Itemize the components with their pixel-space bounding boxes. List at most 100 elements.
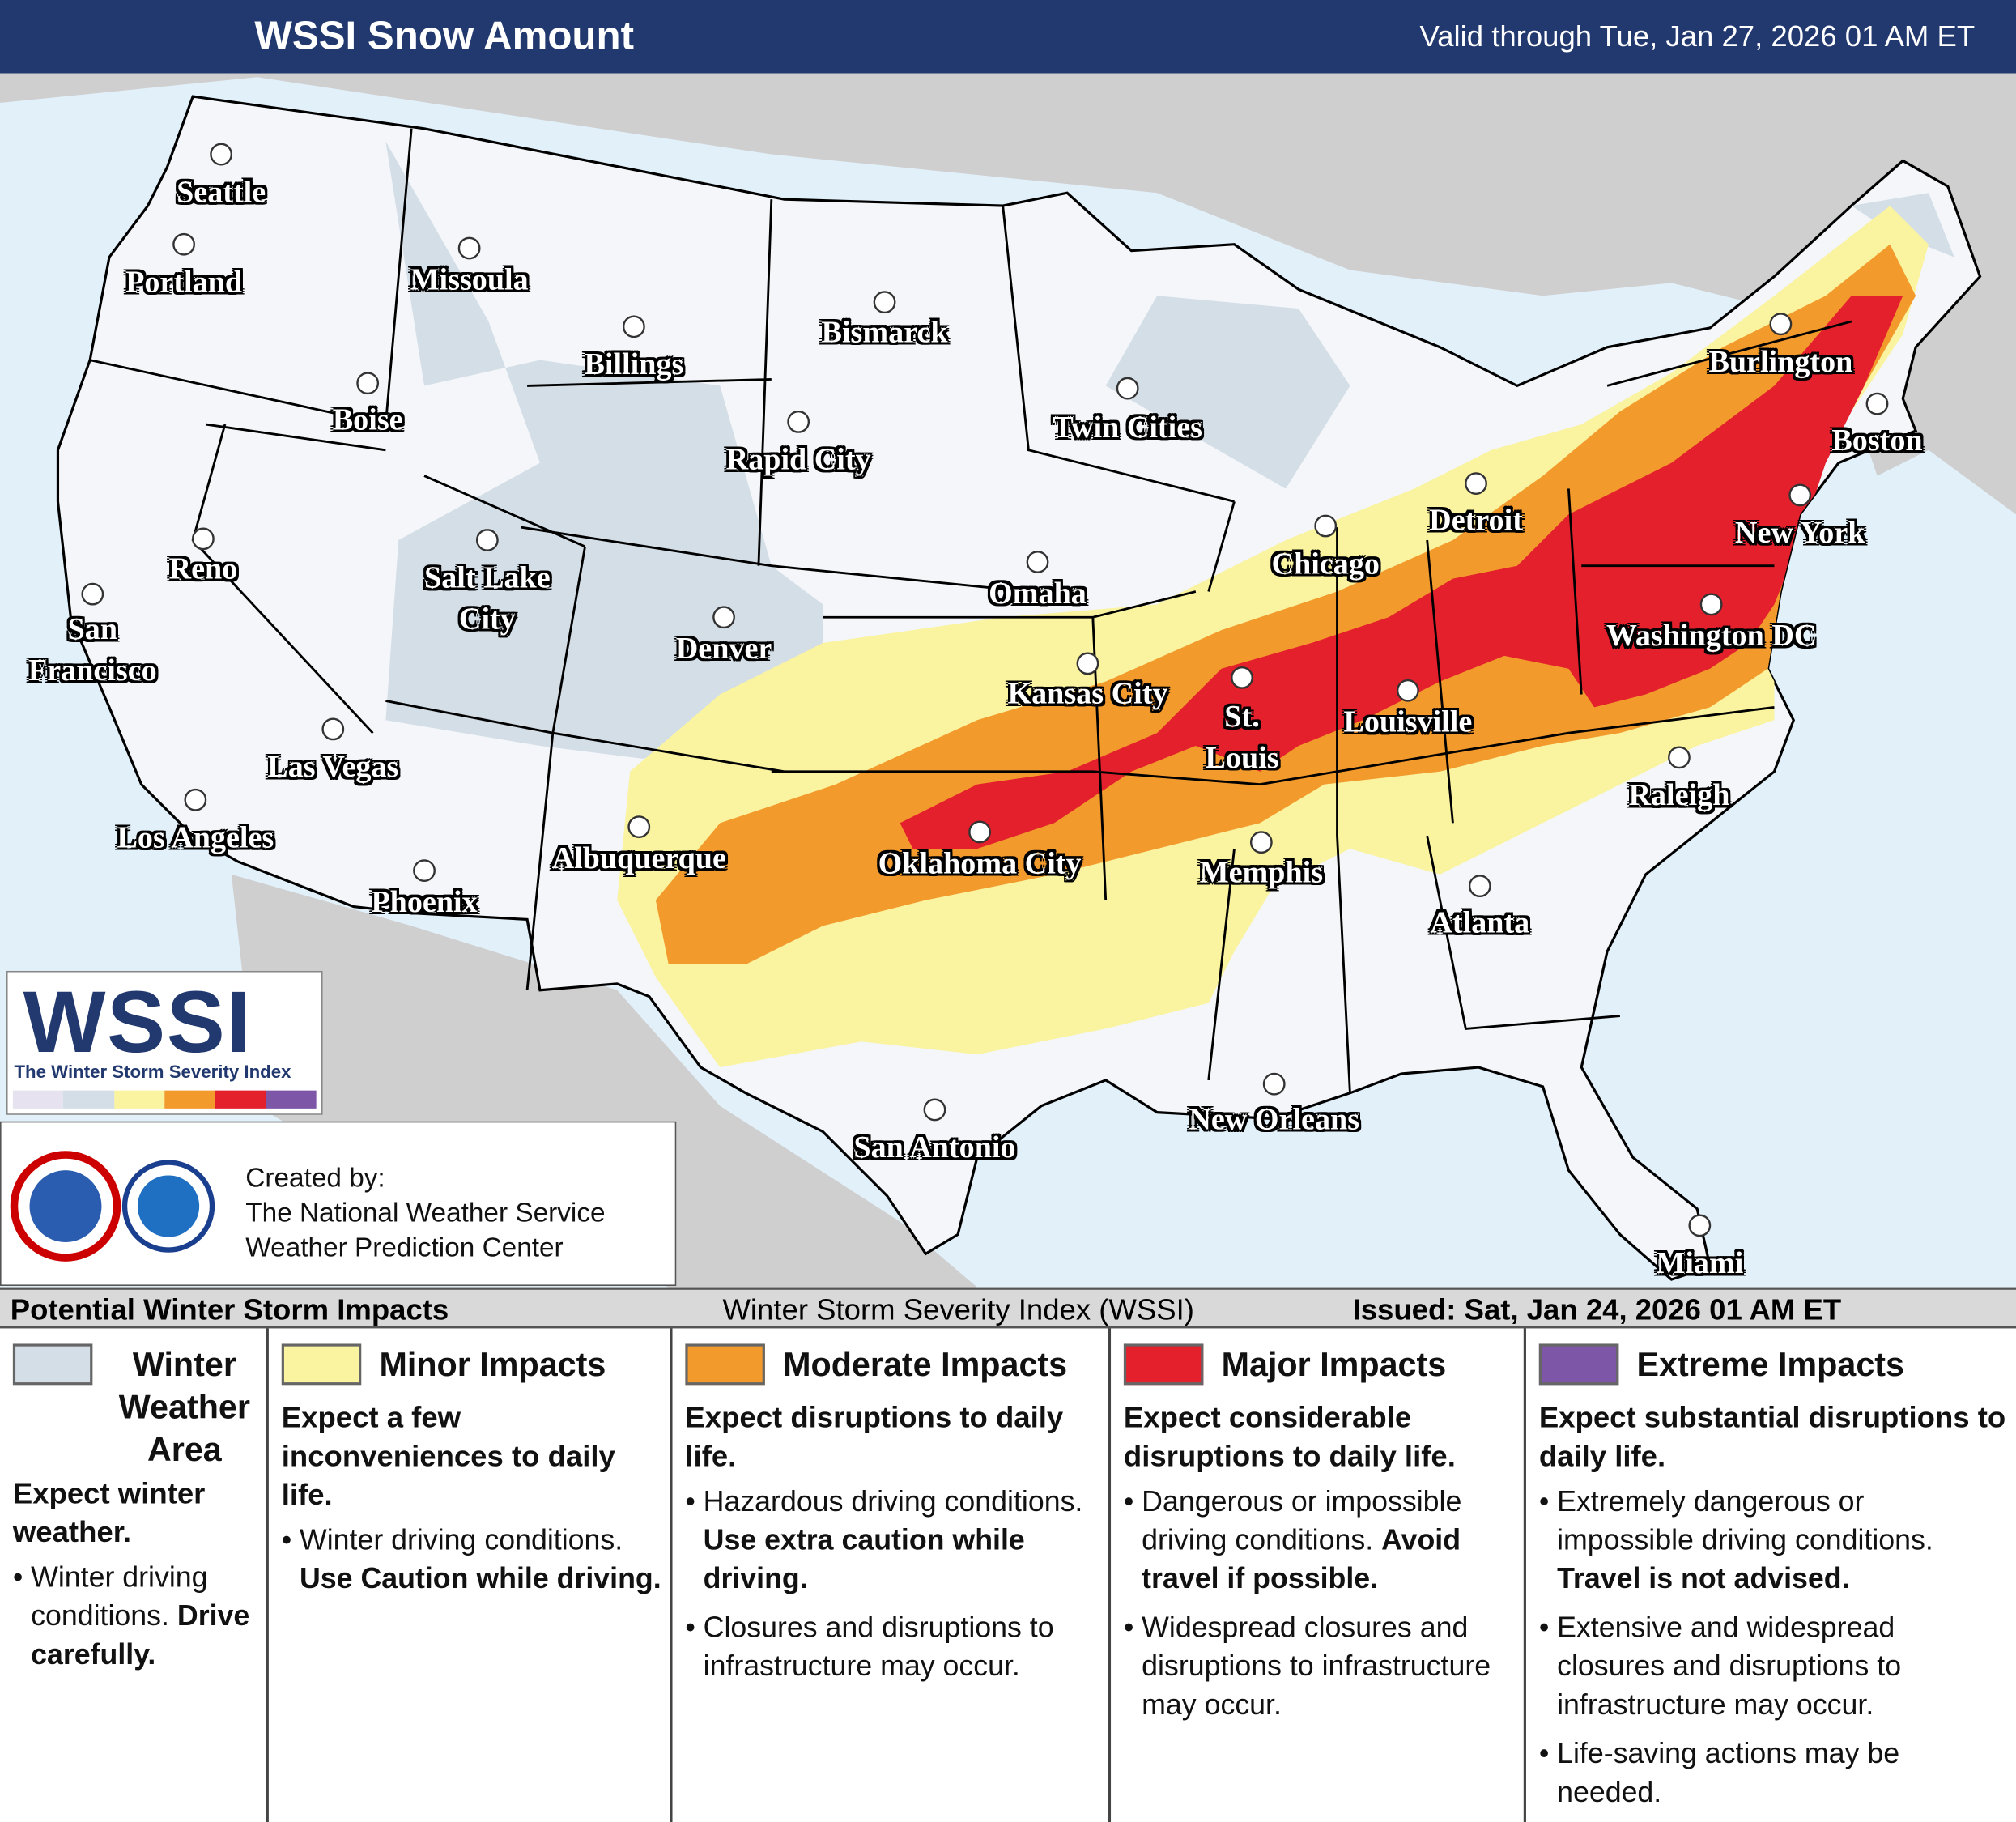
logo-swatch bbox=[63, 1090, 114, 1109]
city-marker bbox=[1865, 392, 1889, 415]
legend-name: Winter Weather Area bbox=[118, 1345, 250, 1469]
city-marker bbox=[968, 820, 991, 844]
city-label: Raleigh bbox=[1628, 779, 1730, 813]
city-label: Memphis bbox=[1199, 856, 1324, 890]
legend-summary: Expect disruptions to daily life. bbox=[685, 1400, 1064, 1473]
logo-name: WSSI bbox=[23, 973, 252, 1071]
impact-area bbox=[385, 141, 1954, 759]
legend-column: Minor Impacts Expect a few inconveniences… bbox=[266, 1328, 670, 1822]
city-marker bbox=[475, 529, 499, 551]
legend-swatch bbox=[12, 1343, 93, 1386]
legend-bullet: Hazardous driving conditions. Use extra … bbox=[685, 1483, 1101, 1599]
issued: Issued: Sat, Jan 24, 2026 01 AM ET bbox=[1352, 1292, 1842, 1326]
bullet-text: Closures and disruptions to infrastructu… bbox=[703, 1611, 1054, 1683]
legend-bullets: Extremely dangerous or impossible drivin… bbox=[1539, 1483, 2009, 1812]
city-marker bbox=[1231, 666, 1253, 689]
city-label: Chicago bbox=[1271, 547, 1380, 581]
bullet-text: Winter driving conditions. bbox=[300, 1523, 623, 1556]
bullet-emphasis: Travel is not advised. bbox=[1557, 1562, 1850, 1595]
credits-intro: Created by: bbox=[245, 1164, 385, 1194]
city-label: Rapid City bbox=[725, 443, 871, 478]
credits-text: Created by: The National Weather Service… bbox=[245, 1161, 605, 1266]
legend-name: Major Impacts bbox=[1221, 1345, 1447, 1384]
city-marker bbox=[622, 315, 645, 338]
city-label: San Francisco bbox=[28, 613, 157, 688]
city-label: Reno bbox=[168, 552, 238, 587]
city-marker bbox=[1699, 593, 1723, 616]
city-marker bbox=[1688, 1214, 1712, 1237]
logo-tagline: The Winter Storm Severity Index bbox=[14, 1061, 291, 1082]
city-label: Omaha bbox=[989, 577, 1087, 611]
city-label: New York bbox=[1734, 517, 1865, 551]
bullet-emphasis: Drive carefully. bbox=[31, 1599, 250, 1671]
bullet-emphasis: Use extra caution while driving. bbox=[703, 1523, 1025, 1595]
bullet-emphasis: Avoid travel if possible. bbox=[1142, 1523, 1461, 1595]
legend-bullet: Winter driving conditions. Use Caution w… bbox=[282, 1522, 662, 1599]
legend-bullet: Winter driving conditions. Drive careful… bbox=[13, 1559, 258, 1675]
legend-column: Extreme Impacts Expect substantial disrup… bbox=[1523, 1328, 2016, 1822]
legend-column: Winter Weather Area Expect winter weather… bbox=[0, 1328, 266, 1822]
city-marker bbox=[1465, 472, 1487, 495]
logo-swatch bbox=[113, 1090, 165, 1109]
city-marker bbox=[457, 236, 481, 260]
city-marker bbox=[184, 788, 207, 811]
city-label: San Antonio bbox=[853, 1131, 1016, 1165]
impact-area bbox=[655, 244, 1916, 965]
legend-summary: Expect winter weather. bbox=[12, 1476, 206, 1548]
city-marker bbox=[1314, 514, 1338, 538]
city-label: Oklahoma City bbox=[878, 847, 1082, 881]
legend-bar: Potential Winter Storm Impacts Winter St… bbox=[0, 1287, 2016, 1329]
legend-bullets: Winter driving conditions. Drive careful… bbox=[13, 1559, 258, 1675]
legend-summary: Expect a few inconveniences to daily lif… bbox=[281, 1400, 615, 1511]
bullet-text: Extremely dangerous or impossible drivin… bbox=[1557, 1485, 1933, 1556]
city-label: Billings bbox=[584, 348, 684, 382]
legend-summary: Expect substantial disruptions to daily … bbox=[1538, 1400, 2006, 1473]
city-marker bbox=[787, 410, 810, 433]
city-label: Twin Cities bbox=[1053, 411, 1202, 445]
legend-swatch bbox=[1123, 1343, 1204, 1386]
legend-subtitle: Winter Storm Severity Index (WSSI) bbox=[722, 1292, 1194, 1326]
bullet-text: Winter driving conditions. bbox=[31, 1560, 208, 1633]
legend-bullets: Hazardous driving conditions. Use extra … bbox=[685, 1483, 1100, 1686]
city-marker bbox=[172, 232, 195, 256]
city-label: Boston bbox=[1831, 424, 1923, 458]
city-marker bbox=[192, 527, 215, 551]
city-marker bbox=[923, 1098, 946, 1122]
bullet-text: Life-saving actions may be needed. bbox=[1557, 1737, 1900, 1808]
city-marker bbox=[1026, 551, 1049, 573]
bullet-emphasis: Use Caution while driving. bbox=[300, 1562, 661, 1595]
legend-column: Major Impacts Expect considerable disrupt… bbox=[1108, 1328, 1524, 1822]
city-label: Albuquerque bbox=[551, 842, 726, 876]
legend-title: Potential Winter Storm Impacts bbox=[10, 1292, 449, 1326]
header: WSSI Snow Amount Valid through Tue, Jan … bbox=[0, 0, 2016, 74]
legend-bullet: Extensive and widespread closures and di… bbox=[1539, 1609, 2008, 1725]
city-label: Los Angeles bbox=[117, 821, 274, 856]
canada bbox=[0, 73, 2016, 515]
legend-bullets: Winter driving conditions. Use Caution w… bbox=[282, 1522, 662, 1599]
city-marker bbox=[413, 859, 436, 882]
map bbox=[0, 73, 2016, 1288]
city-label: Portland bbox=[125, 266, 243, 300]
city-marker bbox=[1468, 875, 1491, 898]
logo-swatch bbox=[12, 1090, 64, 1109]
city-marker bbox=[1262, 1072, 1286, 1096]
logo-color-bar bbox=[12, 1090, 317, 1109]
impact-areas bbox=[385, 141, 1954, 1068]
logo-swatch bbox=[266, 1090, 317, 1109]
city-label: Louisville bbox=[1343, 705, 1473, 740]
logo-swatch bbox=[215, 1090, 266, 1109]
credits-line: The National Weather Service bbox=[245, 1198, 606, 1228]
legend-bullets: Dangerous or impossible driving conditio… bbox=[1124, 1483, 1516, 1725]
legend-swatch bbox=[685, 1343, 765, 1386]
wssi-logo: WSSI The Winter Storm Severity Index bbox=[6, 970, 323, 1115]
bullet-text: Hazardous driving conditions. bbox=[703, 1485, 1083, 1518]
city-marker bbox=[1668, 746, 1691, 769]
legend: Winter Weather Area Expect winter weather… bbox=[0, 1328, 2016, 1822]
nws-logo-center bbox=[29, 1170, 102, 1243]
bullet-text: Extensive and widespread closures and di… bbox=[1557, 1611, 1902, 1721]
valid-time: Valid through Tue, Jan 27, 2026 01 AM ET bbox=[1419, 19, 1976, 53]
city-label: Phoenix bbox=[371, 886, 478, 920]
credits-line: Weather Prediction Center bbox=[245, 1232, 564, 1263]
city-label: Seattle bbox=[177, 176, 266, 210]
bullet-text: Widespread closures and disruptions to i… bbox=[1142, 1611, 1491, 1721]
